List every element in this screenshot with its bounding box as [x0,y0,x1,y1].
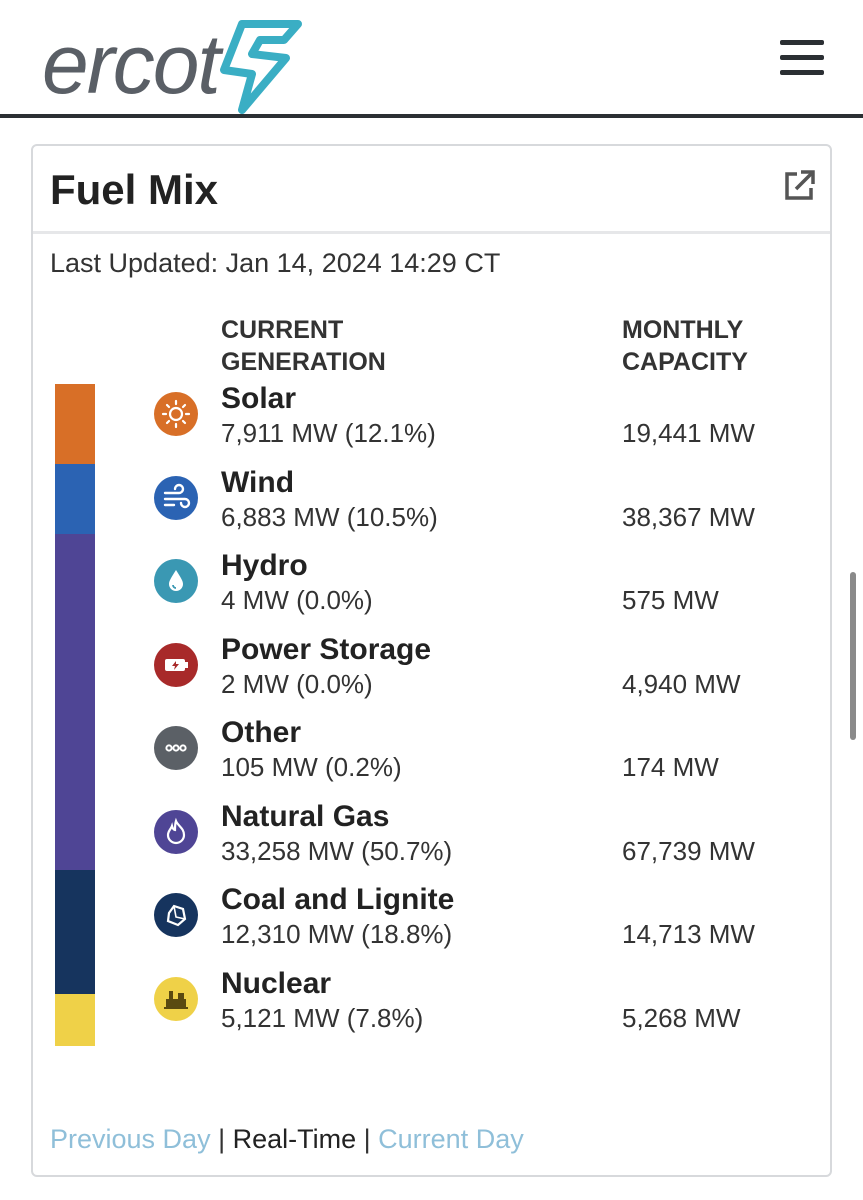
stack-segment-coal-and-lignite [55,869,95,995]
real-time-link[interactable]: Real-Time [232,1124,357,1154]
fuel-generation: 4 MW (0.0%) [221,585,373,615]
fuel-name: Hydro [221,549,308,582]
current-generation-header: CURRENT GENERATION [221,314,386,378]
separator: | [218,1124,233,1154]
fuel-generation: 7,911 MW (12.1%) [221,418,436,448]
flame-icon [154,809,198,854]
hamburger-menu-icon[interactable] [780,40,824,76]
fuel-generation: 12,310 MW (18.8%) [221,919,453,949]
fuel-generation: 2 MW (0.0%) [221,668,373,699]
fuel-name: Wind [221,465,295,499]
current-header-line2: GENERATION [221,348,386,376]
logo-text: ercot [42,17,221,111]
fuel-name: Solar [221,382,297,415]
monthly-header-line1: MONTHLY [622,316,744,344]
time-navigation: Previous Day | Real-Time | Current Day [50,1124,524,1155]
fuel-capacity: 19,441 MW [622,418,755,448]
fuel-capacity: 67,739 MW [622,835,755,866]
stack-segment-wind [55,464,95,534]
current-header-line1: CURRENT [221,316,344,344]
fuel-name: Coal and Lignite [221,883,455,916]
fuel-capacity: 4,940 MW [622,668,741,699]
site-header: ercot [0,0,863,118]
fuel-capacity: 174 MW [622,752,719,782]
previous-day-link[interactable]: Previous Day [50,1124,211,1154]
fuel-capacity: 38,367 MW [622,501,755,532]
monthly-capacity-header: MONTHLY CAPACITY [622,314,748,378]
fuel-generation: 6,883 MW (10.5%) [221,501,438,532]
fuel-generation: 105 MW (0.2%) [221,752,402,782]
external-link-icon[interactable] [781,168,817,204]
sun-icon [154,392,198,436]
monthly-header-line2: CAPACITY [622,348,748,376]
wind-icon [154,475,198,520]
fuel-capacity: 575 MW [622,585,719,615]
current-day-link[interactable]: Current Day [378,1124,524,1154]
water-drop-icon [154,559,198,603]
battery-icon [154,642,198,687]
fuel-name: Nuclear [221,966,332,1000]
stack-segment-natural-gas [55,533,95,870]
fuel-name: Natural Gas [221,799,390,833]
fuel-name: Power Storage [221,632,432,666]
fuel-capacity: 14,713 MW [622,919,755,949]
card-title: Fuel Mix [50,166,219,213]
fuel-generation: 5,121 MW (7.8%) [221,1002,424,1033]
stack-segment-solar [55,384,95,465]
nuclear-plant-icon [154,976,198,1021]
stack-segment-nuclear [55,994,95,1046]
coal-icon [154,893,198,937]
ercot-logo[interactable]: ercot [42,18,302,114]
bolt-icon [220,20,302,114]
fuel-mix-card: Fuel Mix Last Updated: Jan 14, 2024 14:2… [31,144,832,1177]
page-scrollbar[interactable] [850,572,856,740]
ellipsis-icon [154,726,198,770]
separator: | [363,1124,379,1154]
fuel-name: Other [221,716,302,749]
card-divider [33,231,830,234]
fuel-capacity: 5,268 MW [622,1002,741,1033]
last-updated: Last Updated: Jan 14, 2024 14:29 CT [50,248,501,278]
fuel-generation: 33,258 MW (50.7%) [221,835,453,866]
